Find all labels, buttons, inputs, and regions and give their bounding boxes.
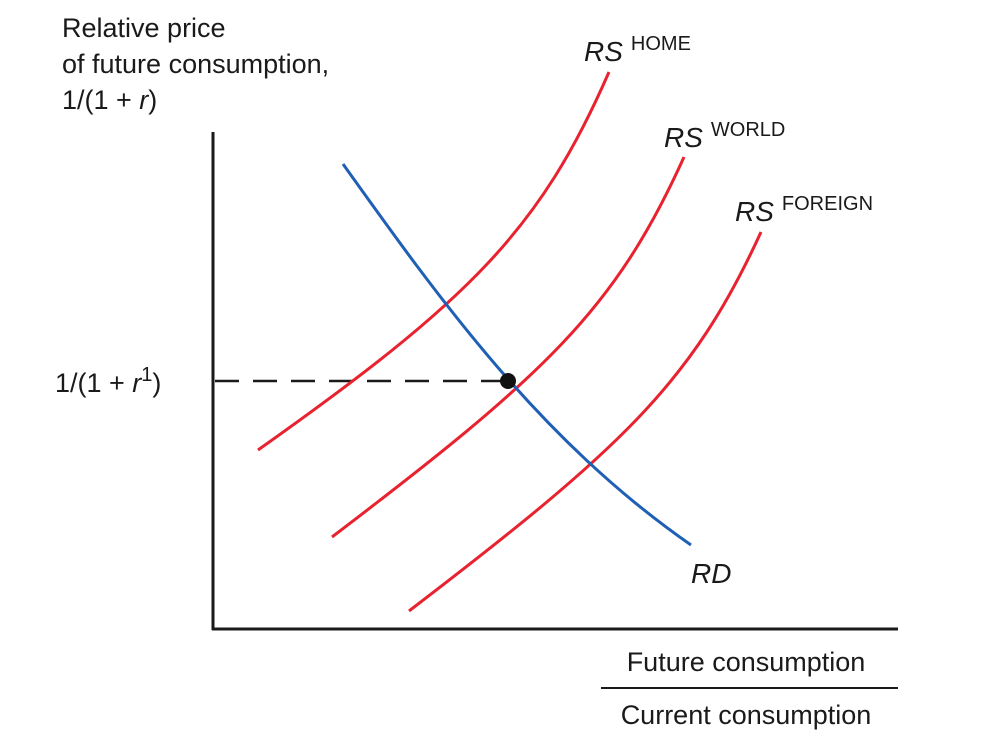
rd-curve <box>341 163 692 547</box>
rs-foreign-curve <box>408 231 763 613</box>
rs-home-label: RS HOME <box>584 33 691 67</box>
rs-home-curve <box>257 71 611 452</box>
equilibrium-rate-label: 1/(1 + r1) <box>55 364 161 398</box>
y-axis-label-line3: 1/(1 + r) <box>62 85 157 115</box>
rs-foreign-label: RS FOREIGN <box>735 193 873 227</box>
x-axis-label-denominator: Current consumption <box>621 700 872 730</box>
rd-label: RD <box>691 558 731 589</box>
equilibrium-point <box>500 373 516 389</box>
rs-world-curve <box>331 156 686 539</box>
x-axis-label-numerator: Future consumption <box>627 647 866 677</box>
rs-world-label: RS WORLD <box>664 119 785 153</box>
y-axis-label-line1: Relative price <box>62 13 226 43</box>
y-axis-label-line2: of future consumption, <box>62 49 329 79</box>
